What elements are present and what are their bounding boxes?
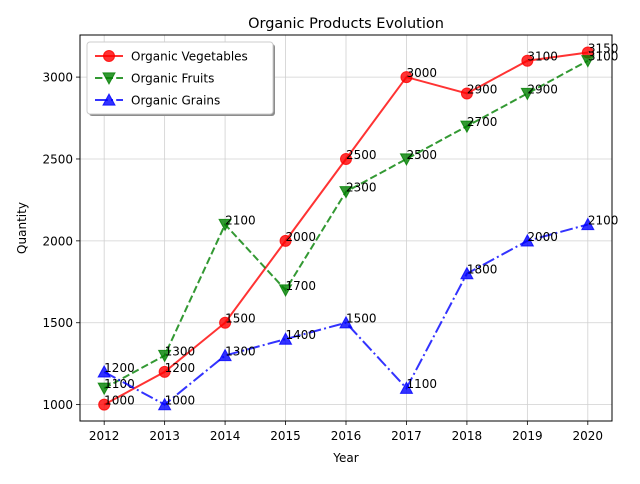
- legend-label: Organic Vegetables: [131, 50, 248, 64]
- x-tick-label: 2018: [452, 429, 483, 443]
- data-point: [460, 120, 474, 134]
- data-point: [399, 381, 414, 394]
- y-tick-label: 1000: [42, 398, 73, 412]
- data-point: [218, 348, 232, 362]
- data-label: 1400: [286, 328, 317, 342]
- data-point: [98, 398, 111, 411]
- data-label: 3000: [406, 66, 437, 80]
- data-label: 1100: [104, 377, 135, 391]
- data-label: 3100: [588, 50, 619, 64]
- data-point: [97, 382, 112, 396]
- chart-title: Organic Products Evolution: [248, 16, 444, 32]
- data-label: 1000: [104, 394, 135, 408]
- x-tick-label: 2020: [573, 429, 604, 443]
- legend-marker: [103, 50, 115, 62]
- data-label: 1300: [165, 344, 196, 358]
- data-label: 2500: [406, 148, 437, 162]
- data-label: 2900: [527, 82, 558, 96]
- data-point: [157, 349, 172, 363]
- y-axis-label: Quantity: [15, 202, 29, 254]
- data-label: 2100: [225, 213, 256, 227]
- data-point: [521, 54, 534, 67]
- legend-label: Organic Grains: [131, 94, 220, 108]
- data-label: 2100: [588, 213, 619, 227]
- legend-label: Organic Fruits: [131, 72, 214, 86]
- data-point: [158, 365, 171, 378]
- y-tick-label: 2500: [42, 152, 73, 166]
- data-point: [399, 153, 414, 167]
- data-point: [460, 266, 474, 280]
- data-point: [520, 233, 535, 247]
- x-tick-label: 2013: [149, 429, 180, 443]
- data-point: [218, 218, 232, 232]
- y-tick-label: 3000: [42, 71, 73, 85]
- data-label: 2500: [346, 148, 377, 162]
- data-label: 1100: [406, 377, 437, 391]
- data-label: 1300: [225, 344, 256, 358]
- data-label: 1000: [165, 394, 196, 408]
- data-point: [278, 332, 293, 345]
- legend-marker: [102, 72, 116, 86]
- data-label: 2000: [527, 230, 558, 244]
- y-tick-label: 2000: [42, 234, 73, 248]
- data-point: [339, 186, 353, 199]
- data-point: [97, 364, 112, 378]
- data-label: 1500: [346, 312, 377, 326]
- x-tick-label: 2015: [270, 429, 301, 443]
- data-point: [460, 87, 473, 100]
- x-tick-label: 2017: [391, 429, 422, 443]
- data-point: [340, 152, 352, 165]
- data-label: 1800: [467, 263, 498, 277]
- data-label: 1200: [104, 361, 135, 375]
- data-label: 2700: [467, 115, 498, 129]
- data-point: [400, 71, 413, 84]
- data-label: 1200: [165, 361, 196, 375]
- data-label: 3100: [527, 50, 558, 64]
- y-tick-label: 1500: [42, 316, 73, 330]
- data-label: 1700: [286, 279, 317, 293]
- data-label: 2000: [286, 230, 317, 244]
- data-point: [339, 315, 353, 329]
- series-group: 1000120015002000250030002900310031501100…: [97, 42, 619, 411]
- legend-box: [86, 41, 274, 115]
- x-tick-label: 2012: [89, 429, 120, 443]
- data-label: 2300: [346, 181, 377, 195]
- data-point: [157, 397, 172, 411]
- x-tick-label: 2019: [512, 429, 543, 443]
- data-point: [520, 87, 535, 101]
- data-point: [219, 316, 232, 329]
- legend-marker: [102, 92, 116, 106]
- legend: Organic Vegetables Organic Fruits Organic …: [86, 41, 275, 116]
- x-axis-label: Year: [332, 451, 358, 465]
- data-point: [580, 217, 595, 231]
- data-label: 3150: [588, 42, 619, 56]
- data-point: [278, 284, 293, 298]
- x-tick-label: 2016: [331, 429, 362, 443]
- x-tick-label: 2014: [210, 429, 241, 443]
- data-label: 1500: [225, 312, 256, 326]
- data-point: [279, 234, 292, 247]
- axes: 2012 2013 2014 2015 2016 2017 2018 2019 2020 1000…: [42, 71, 603, 443]
- data-label: 2900: [467, 82, 498, 96]
- data-point: [580, 55, 595, 68]
